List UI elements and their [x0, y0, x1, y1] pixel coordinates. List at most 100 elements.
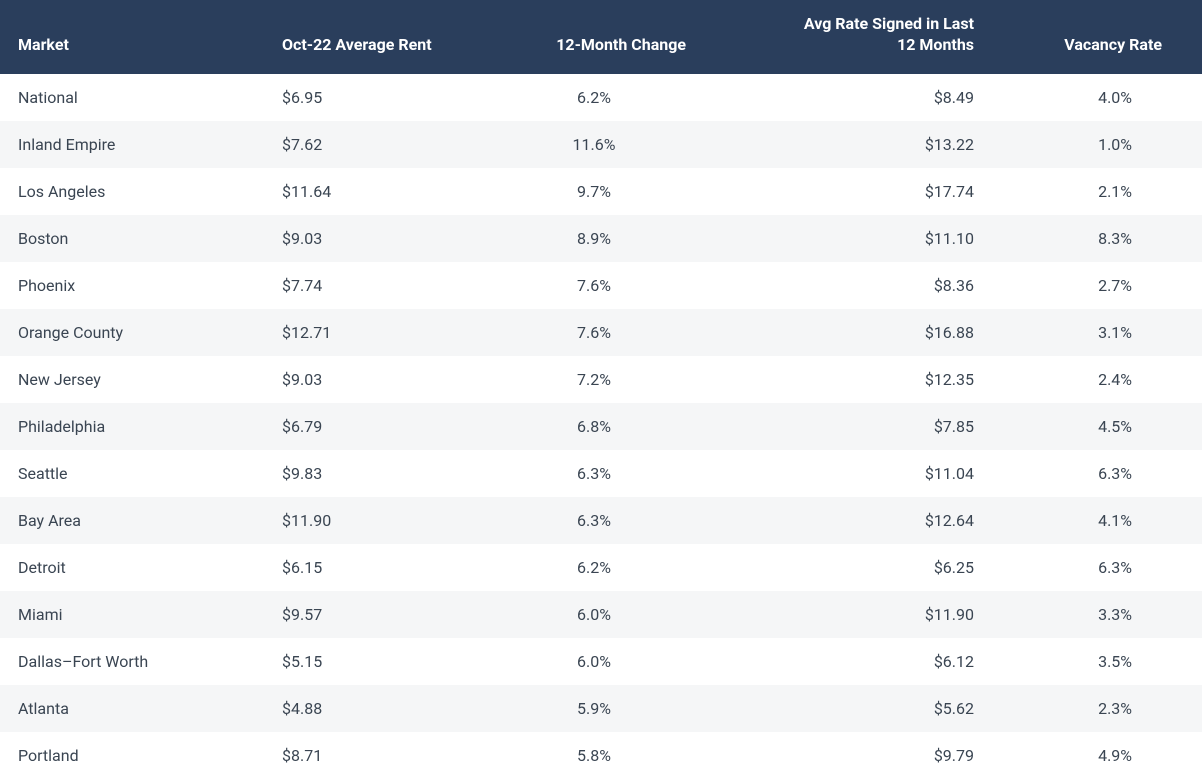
cell-market: Portland	[0, 732, 264, 779]
cell-vacancy: 1.0%	[992, 121, 1202, 168]
cell-rent: $11.64	[264, 168, 484, 215]
cell-change: 11.6%	[484, 121, 704, 168]
table-header: Market Oct-22 Average Rent 12-Month Chan…	[0, 0, 1202, 74]
cell-signed: $12.35	[704, 356, 992, 403]
cell-change: 5.8%	[484, 732, 704, 779]
cell-change: 9.7%	[484, 168, 704, 215]
col-header-signed-line1: Avg Rate Signed in Last	[804, 14, 974, 33]
cell-signed: $11.04	[704, 450, 992, 497]
cell-signed: $17.74	[704, 168, 992, 215]
table-row: Detroit$6.156.2%$6.256.3%	[0, 544, 1202, 591]
cell-rent: $7.74	[264, 262, 484, 309]
cell-signed: $16.88	[704, 309, 992, 356]
cell-signed: $13.22	[704, 121, 992, 168]
cell-signed: $6.12	[704, 638, 992, 685]
cell-market: Los Angeles	[0, 168, 264, 215]
cell-rent: $4.88	[264, 685, 484, 732]
cell-rent: $7.62	[264, 121, 484, 168]
col-header-vacancy: Vacancy Rate	[992, 0, 1202, 74]
table-header-row: Market Oct-22 Average Rent 12-Month Chan…	[0, 0, 1202, 74]
cell-rent: $11.90	[264, 497, 484, 544]
cell-market: Seattle	[0, 450, 264, 497]
table-row: Bay Area$11.906.3%$12.644.1%	[0, 497, 1202, 544]
rent-data-table: Market Oct-22 Average Rent 12-Month Chan…	[0, 0, 1202, 779]
table-row: Dallas–Fort Worth$5.156.0%$6.123.5%	[0, 638, 1202, 685]
col-header-market: Market	[0, 0, 264, 74]
cell-change: 7.2%	[484, 356, 704, 403]
table-row: Philadelphia$6.796.8%$7.854.5%	[0, 403, 1202, 450]
cell-vacancy: 3.1%	[992, 309, 1202, 356]
cell-change: 7.6%	[484, 309, 704, 356]
cell-rent: $8.71	[264, 732, 484, 779]
cell-change: 6.2%	[484, 544, 704, 591]
cell-rent: $12.71	[264, 309, 484, 356]
table-row: Portland$8.715.8%$9.794.9%	[0, 732, 1202, 779]
cell-change: 6.0%	[484, 591, 704, 638]
col-header-rent: Oct-22 Average Rent	[264, 0, 484, 74]
table-row: Phoenix$7.747.6%$8.362.7%	[0, 262, 1202, 309]
cell-change: 6.8%	[484, 403, 704, 450]
col-header-change: 12-Month Change	[484, 0, 704, 74]
cell-change: 7.6%	[484, 262, 704, 309]
cell-market: Miami	[0, 591, 264, 638]
cell-change: 6.3%	[484, 497, 704, 544]
cell-vacancy: 2.1%	[992, 168, 1202, 215]
cell-rent: $6.95	[264, 74, 484, 121]
cell-vacancy: 2.4%	[992, 356, 1202, 403]
table-row: Seattle$9.836.3%$11.046.3%	[0, 450, 1202, 497]
cell-change: 5.9%	[484, 685, 704, 732]
cell-vacancy: 3.3%	[992, 591, 1202, 638]
cell-change: 6.0%	[484, 638, 704, 685]
table-body: National$6.956.2%$8.494.0%Inland Empire$…	[0, 74, 1202, 779]
table-row: Miami$9.576.0%$11.903.3%	[0, 591, 1202, 638]
table-row: National$6.956.2%$8.494.0%	[0, 74, 1202, 121]
cell-rent: $9.03	[264, 356, 484, 403]
cell-market: National	[0, 74, 264, 121]
table-row: Los Angeles$11.649.7%$17.742.1%	[0, 168, 1202, 215]
cell-signed: $8.49	[704, 74, 992, 121]
cell-signed: $12.64	[704, 497, 992, 544]
table-row: New Jersey$9.037.2%$12.352.4%	[0, 356, 1202, 403]
cell-vacancy: 2.7%	[992, 262, 1202, 309]
cell-change: 8.9%	[484, 215, 704, 262]
cell-market: Phoenix	[0, 262, 264, 309]
col-header-signed: Avg Rate Signed in Last 12 Months	[704, 0, 992, 74]
cell-market: Boston	[0, 215, 264, 262]
cell-signed: $7.85	[704, 403, 992, 450]
cell-rent: $9.03	[264, 215, 484, 262]
cell-vacancy: 6.3%	[992, 450, 1202, 497]
cell-rent: $9.57	[264, 591, 484, 638]
cell-rent: $9.83	[264, 450, 484, 497]
cell-rent: $6.79	[264, 403, 484, 450]
cell-market: Philadelphia	[0, 403, 264, 450]
cell-market: Dallas–Fort Worth	[0, 638, 264, 685]
cell-signed: $8.36	[704, 262, 992, 309]
cell-vacancy: 4.9%	[992, 732, 1202, 779]
cell-signed: $6.25	[704, 544, 992, 591]
cell-signed: $11.90	[704, 591, 992, 638]
table-row: Boston$9.038.9%$11.108.3%	[0, 215, 1202, 262]
cell-rent: $6.15	[264, 544, 484, 591]
cell-signed: $11.10	[704, 215, 992, 262]
cell-market: Bay Area	[0, 497, 264, 544]
col-header-signed-line2: 12 Months	[897, 35, 974, 54]
cell-market: New Jersey	[0, 356, 264, 403]
cell-rent: $5.15	[264, 638, 484, 685]
cell-vacancy: 3.5%	[992, 638, 1202, 685]
cell-vacancy: 4.0%	[992, 74, 1202, 121]
cell-vacancy: 4.5%	[992, 403, 1202, 450]
cell-vacancy: 6.3%	[992, 544, 1202, 591]
cell-market: Detroit	[0, 544, 264, 591]
table-row: Inland Empire$7.6211.6%$13.221.0%	[0, 121, 1202, 168]
cell-vacancy: 4.1%	[992, 497, 1202, 544]
cell-market: Inland Empire	[0, 121, 264, 168]
cell-vacancy: 8.3%	[992, 215, 1202, 262]
cell-vacancy: 2.3%	[992, 685, 1202, 732]
cell-change: 6.2%	[484, 74, 704, 121]
cell-market: Orange County	[0, 309, 264, 356]
table-row: Orange County$12.717.6%$16.883.1%	[0, 309, 1202, 356]
cell-signed: $9.79	[704, 732, 992, 779]
table-row: Atlanta$4.885.9%$5.622.3%	[0, 685, 1202, 732]
cell-change: 6.3%	[484, 450, 704, 497]
cell-signed: $5.62	[704, 685, 992, 732]
